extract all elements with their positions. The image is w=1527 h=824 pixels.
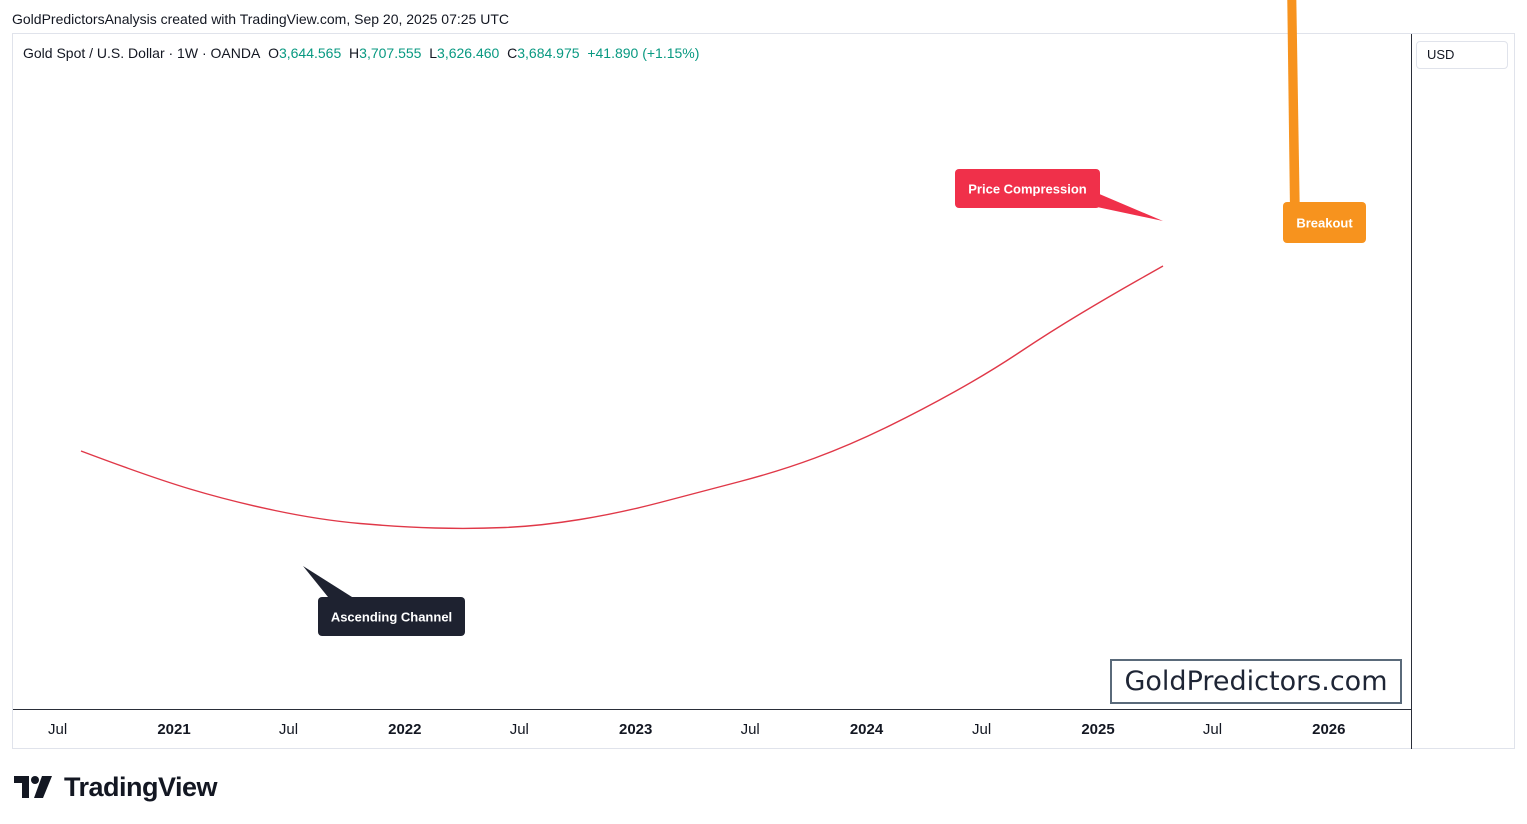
x-tick-label: 2022	[388, 721, 421, 738]
x-tick-label: 2024	[850, 721, 884, 738]
symbol-legend: Gold Spot / U.S. Dollar · 1W · OANDA O3,…	[23, 45, 699, 61]
price-compression-callout-pointer	[1097, 193, 1163, 221]
ascending-channel-callout-label: Ascending Channel	[331, 610, 452, 625]
x-tick-label: 2023	[619, 721, 652, 738]
currency-selector[interactable]: USD	[1416, 41, 1508, 69]
x-tick-label: Jul	[48, 721, 67, 738]
breakout-callout-pointer	[1287, 0, 1300, 225]
close-label: C	[507, 45, 518, 61]
x-tick-label: Jul	[972, 721, 991, 738]
breakout-callout-box	[1283, 202, 1366, 243]
watermark-logo: GoldPredictors.com	[1110, 659, 1402, 704]
change-value: +41.890 (+1.15%)	[587, 45, 700, 61]
low-value: 3,626.460	[437, 45, 500, 61]
x-tick-label: 2025	[1081, 721, 1114, 738]
price-compression-callout: Price Compression	[955, 169, 1163, 221]
x-tick-label: Jul	[279, 721, 298, 738]
chart-credit: GoldPredictorsAnalysis created with Trad…	[12, 11, 509, 27]
x-tick-label: Jul	[741, 721, 760, 738]
high-value: 3,707.555	[359, 45, 422, 61]
tradingview-wordmark: TradingView	[64, 771, 218, 802]
x-tick-label: 2021	[157, 721, 190, 738]
high-label: H	[349, 45, 360, 61]
low-label: L	[429, 45, 438, 61]
price-compression-callout-label: Price Compression	[968, 182, 1087, 197]
ascending-channel-callout-box	[318, 597, 465, 636]
ascending-channel-callout: Ascending Channel	[303, 566, 465, 636]
x-tick-label: 2026	[1312, 721, 1345, 738]
breakout-callout-label: Breakout	[1296, 216, 1353, 231]
open-value: 3,644.565	[278, 45, 342, 61]
tradingview-brand[interactable]: TradingView	[14, 771, 218, 803]
breakout-callout: Breakout	[1283, 0, 1366, 243]
open-label: O	[268, 45, 279, 61]
close-value: 3,684.975	[517, 45, 580, 61]
x-tick-label: Jul	[1203, 721, 1222, 738]
tradingview-logo-icon	[14, 776, 52, 798]
price-compression-callout-box	[955, 169, 1100, 208]
chart-frame	[12, 33, 1515, 749]
x-tick-label: Jul	[510, 721, 529, 738]
symbol-name: Gold Spot / U.S. Dollar · 1W · OANDA	[23, 45, 261, 61]
rounding-bottom-curve	[80, 265, 1164, 530]
ascending-channel-callout-pointer	[303, 566, 352, 597]
